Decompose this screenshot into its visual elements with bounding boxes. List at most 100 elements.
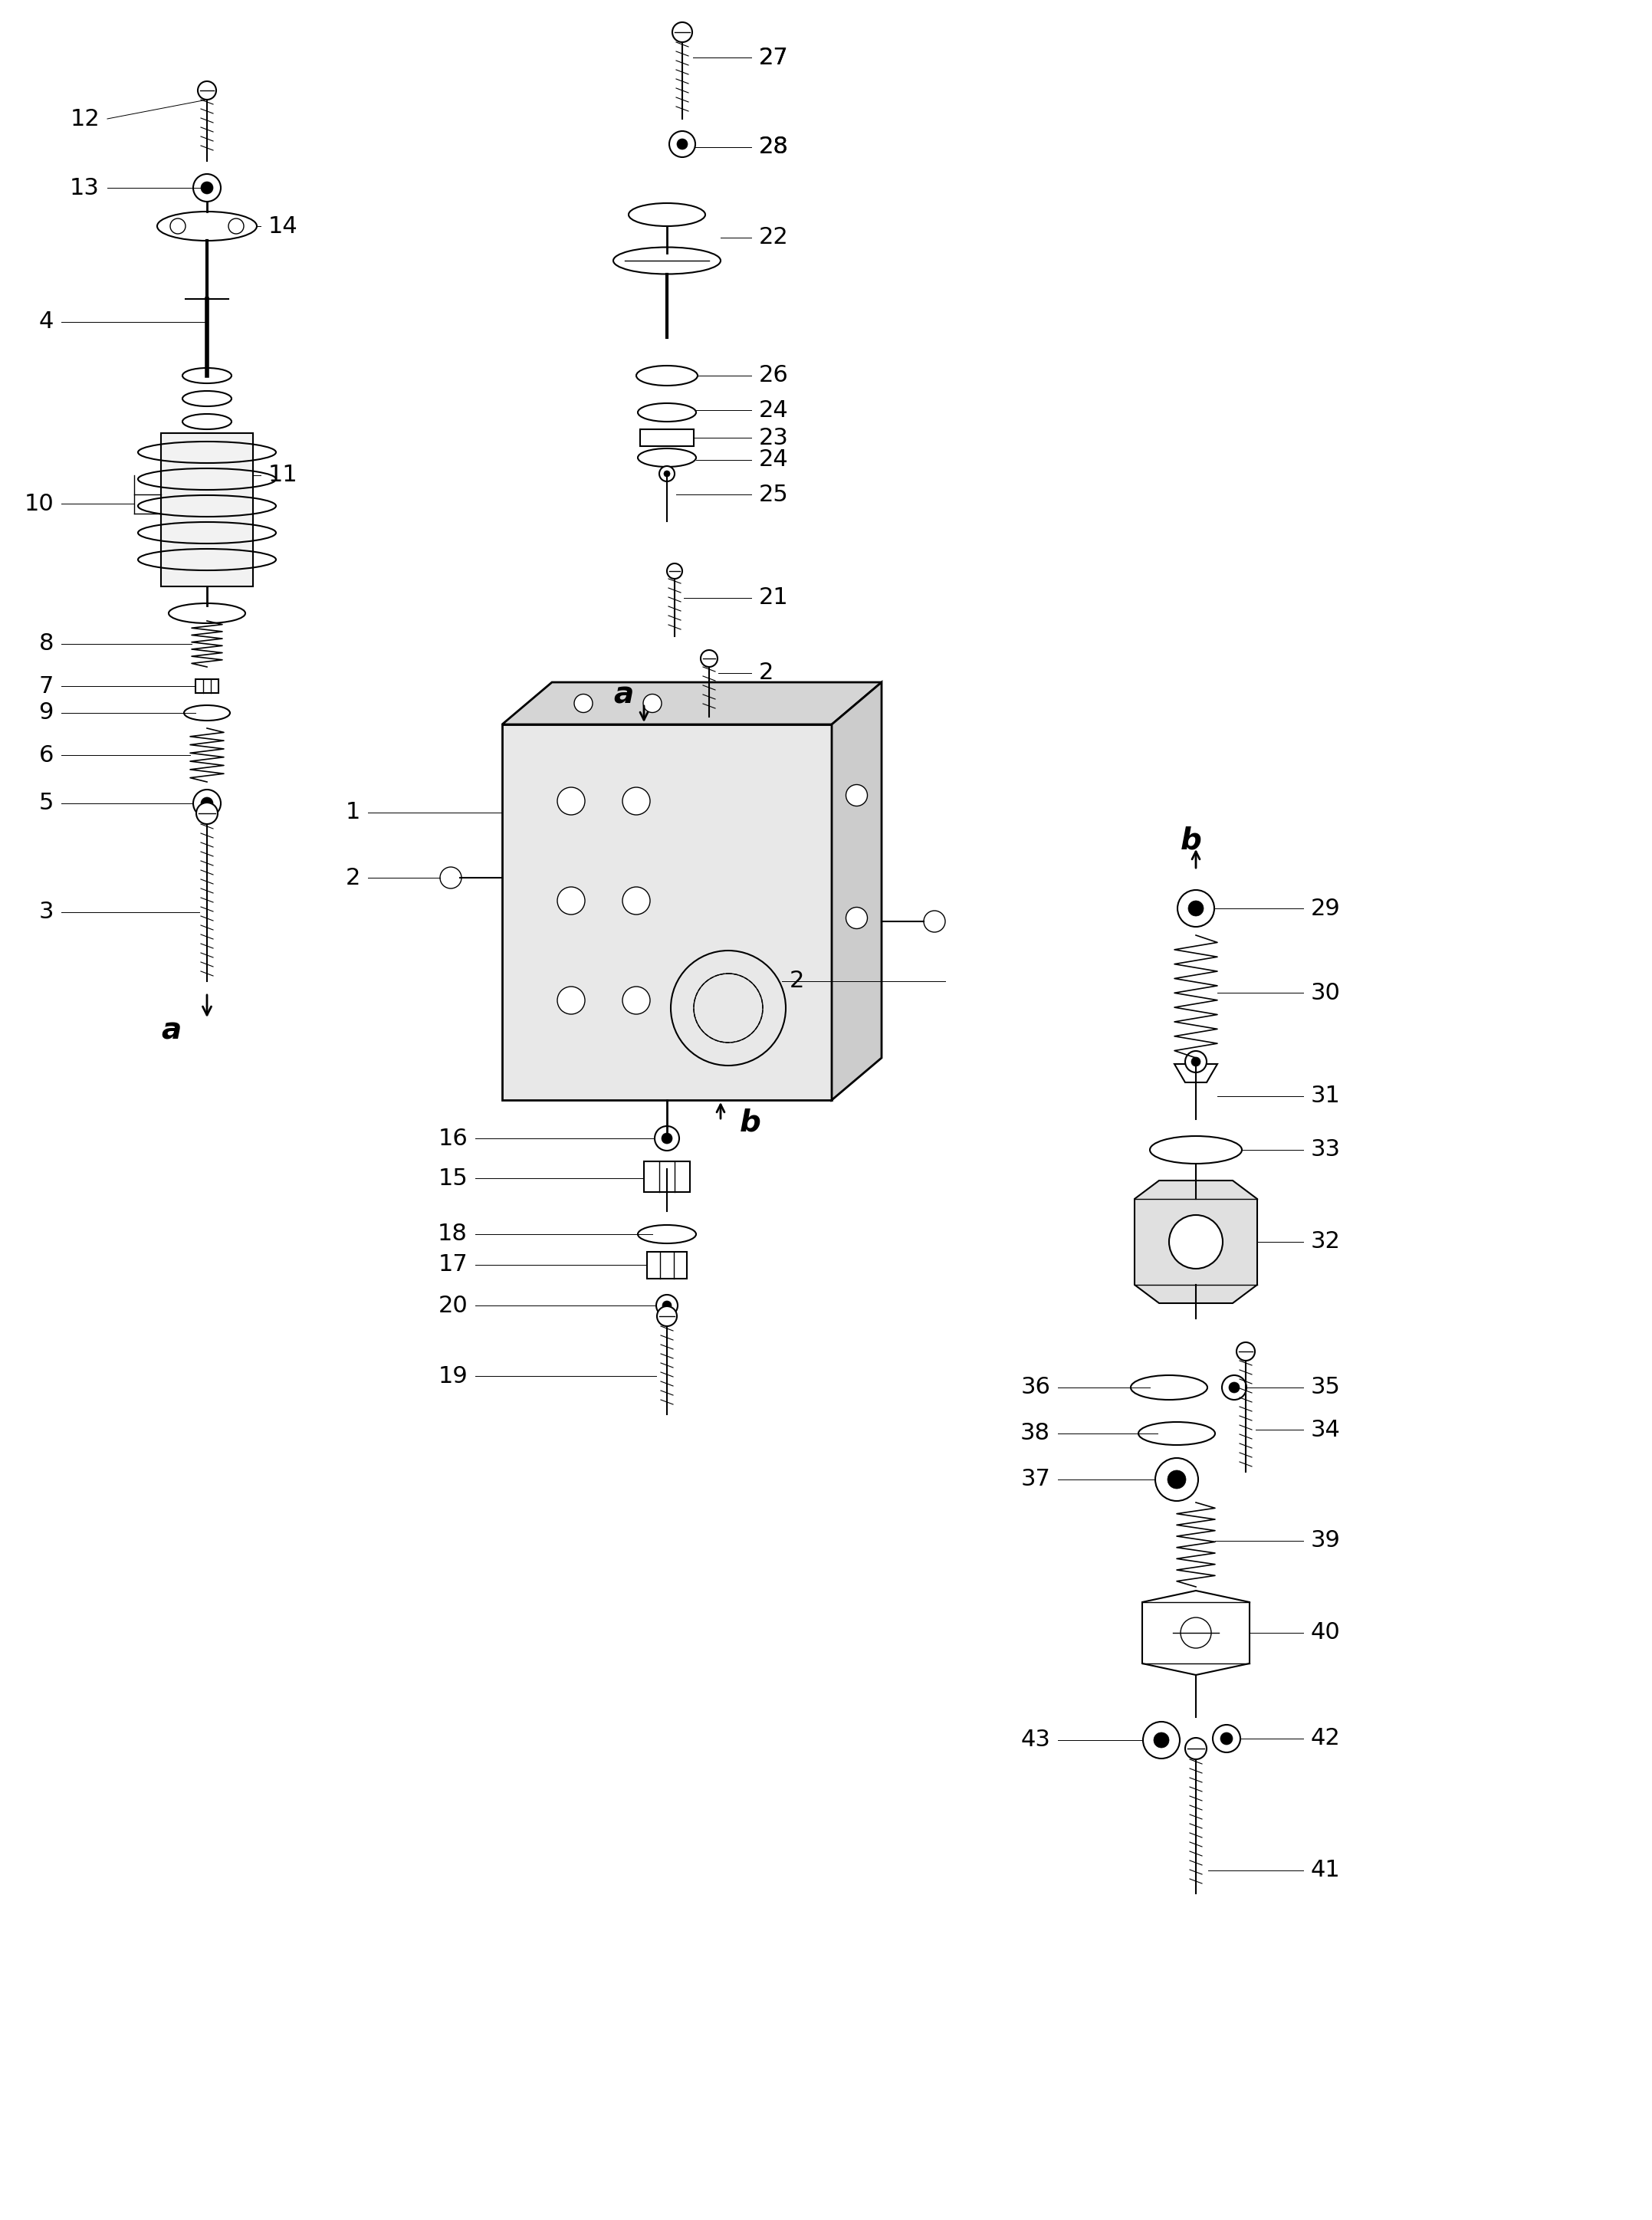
- Circle shape: [1236, 1343, 1256, 1361]
- Text: 10: 10: [25, 493, 53, 515]
- Text: 29: 29: [1312, 897, 1340, 919]
- Text: 31: 31: [1312, 1086, 1341, 1108]
- Text: 34: 34: [1312, 1419, 1341, 1441]
- Circle shape: [170, 218, 185, 233]
- Circle shape: [677, 138, 687, 149]
- Bar: [644, 1161, 691, 1192]
- Circle shape: [672, 22, 692, 42]
- Text: 38: 38: [1021, 1423, 1051, 1445]
- Circle shape: [846, 908, 867, 928]
- Circle shape: [197, 804, 218, 824]
- Text: 1: 1: [345, 801, 360, 824]
- Circle shape: [1188, 901, 1204, 917]
- Text: 43: 43: [1021, 1729, 1051, 1752]
- Bar: [160, 433, 253, 586]
- Circle shape: [700, 650, 717, 666]
- Bar: [195, 679, 218, 693]
- Text: b: b: [740, 1108, 762, 1137]
- Text: 16: 16: [438, 1128, 468, 1150]
- Circle shape: [1191, 1057, 1201, 1066]
- Text: 24: 24: [758, 400, 788, 422]
- Polygon shape: [502, 682, 882, 724]
- Text: 3: 3: [38, 901, 53, 924]
- Circle shape: [557, 986, 585, 1015]
- Circle shape: [659, 466, 674, 482]
- Circle shape: [661, 1132, 672, 1143]
- Text: 27: 27: [758, 47, 788, 69]
- Circle shape: [1213, 1725, 1241, 1752]
- Circle shape: [1143, 1723, 1180, 1758]
- Circle shape: [623, 788, 651, 815]
- Ellipse shape: [613, 246, 720, 273]
- Text: 20: 20: [438, 1294, 468, 1316]
- Ellipse shape: [629, 204, 705, 226]
- Circle shape: [657, 1305, 677, 1325]
- Text: 24: 24: [758, 448, 788, 471]
- Circle shape: [623, 888, 651, 915]
- Text: 30: 30: [1312, 981, 1341, 1003]
- Polygon shape: [1142, 1592, 1249, 1674]
- Text: 33: 33: [1312, 1139, 1341, 1161]
- Circle shape: [664, 471, 671, 477]
- Text: 4: 4: [38, 311, 53, 333]
- Text: 42: 42: [1312, 1727, 1340, 1749]
- Polygon shape: [1175, 1063, 1218, 1083]
- Text: 13: 13: [69, 178, 99, 200]
- Text: 21: 21: [758, 586, 788, 608]
- Text: 7: 7: [38, 675, 53, 697]
- Text: 2: 2: [345, 866, 360, 888]
- Text: 5: 5: [38, 793, 53, 815]
- Circle shape: [193, 173, 221, 202]
- Text: 35: 35: [1312, 1376, 1341, 1399]
- Circle shape: [656, 1294, 677, 1316]
- Circle shape: [557, 788, 585, 815]
- Text: 14: 14: [268, 215, 297, 238]
- Text: 39: 39: [1312, 1530, 1341, 1552]
- Bar: [639, 428, 694, 446]
- Circle shape: [1153, 1732, 1170, 1747]
- Text: 2: 2: [790, 970, 805, 992]
- Circle shape: [662, 1301, 671, 1310]
- Text: a: a: [613, 682, 633, 710]
- Text: 25: 25: [758, 484, 788, 506]
- Circle shape: [575, 695, 593, 713]
- Circle shape: [643, 695, 661, 713]
- Circle shape: [1184, 1738, 1206, 1758]
- Circle shape: [623, 986, 651, 1015]
- Text: 41: 41: [1312, 1860, 1340, 1883]
- Circle shape: [1155, 1459, 1198, 1501]
- Polygon shape: [1135, 1181, 1257, 1303]
- Text: b: b: [1181, 826, 1203, 855]
- Text: 8: 8: [38, 633, 53, 655]
- Circle shape: [202, 797, 213, 810]
- Text: 19: 19: [438, 1365, 468, 1388]
- Circle shape: [1178, 890, 1214, 926]
- Circle shape: [846, 784, 867, 806]
- Text: 17: 17: [438, 1254, 468, 1276]
- Circle shape: [202, 182, 213, 193]
- Text: 36: 36: [1021, 1376, 1051, 1399]
- Circle shape: [557, 888, 585, 915]
- Text: 40: 40: [1312, 1621, 1340, 1645]
- Text: 37: 37: [1021, 1467, 1051, 1490]
- Text: a: a: [160, 1017, 182, 1046]
- Circle shape: [654, 1126, 679, 1150]
- Text: 9: 9: [38, 702, 53, 724]
- Circle shape: [1168, 1470, 1186, 1490]
- Circle shape: [669, 131, 695, 158]
- Text: 28: 28: [758, 135, 788, 158]
- Text: 2: 2: [758, 662, 773, 684]
- Text: 22: 22: [758, 226, 788, 249]
- Text: 27: 27: [758, 47, 788, 69]
- Text: 6: 6: [38, 744, 53, 766]
- Circle shape: [1222, 1374, 1247, 1401]
- Polygon shape: [831, 682, 882, 1101]
- Circle shape: [923, 910, 945, 932]
- Text: 23: 23: [758, 426, 788, 448]
- Text: 32: 32: [1312, 1230, 1341, 1252]
- Bar: [648, 1252, 687, 1279]
- Circle shape: [439, 868, 461, 888]
- Text: 15: 15: [438, 1168, 468, 1190]
- Text: 28: 28: [758, 135, 788, 158]
- Text: 12: 12: [69, 109, 99, 131]
